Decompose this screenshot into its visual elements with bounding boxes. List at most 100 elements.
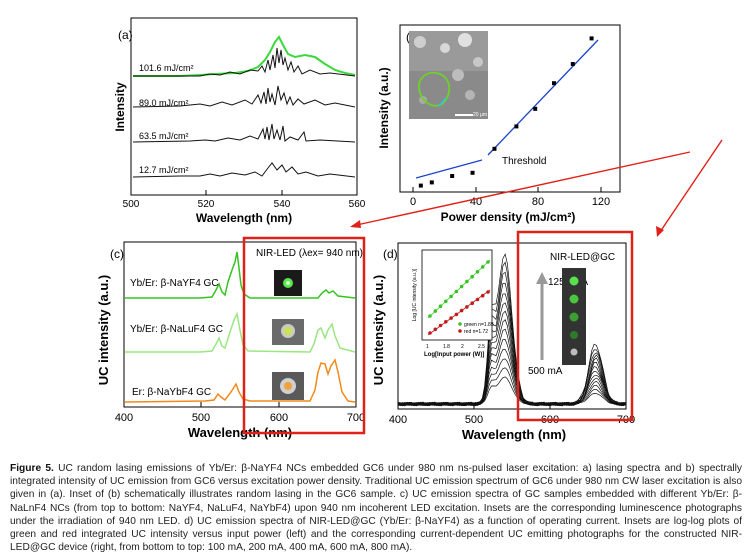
panel-a-trace-label: 12.7 mJ/cm² (139, 165, 189, 175)
panel-d-xtick: 500 (465, 414, 483, 426)
panel-c-sample-label: Yb/Er: β-NaYF4 GC (130, 278, 219, 289)
loglog-data-point (454, 289, 459, 294)
panel-d-spectrum-curve (397, 253, 627, 407)
arrow-to-panel-c (351, 151, 691, 227)
panel-a-trace-label: 101.6 mJ/cm² (139, 63, 194, 73)
loglog-xtick: 2.5 (478, 344, 485, 350)
arrow-head (350, 220, 361, 228)
panel-b-data-point (552, 81, 556, 86)
arrow-to-panel-d (659, 139, 723, 233)
loglog-xlabel: Log[Input power (W)] (424, 352, 484, 358)
loglog-data-point (465, 279, 469, 284)
loglog-data-point (433, 309, 438, 313)
panel-b: (b) 0 40 80 120 Power density (mJ/cm²) I… (377, 24, 621, 224)
loglog-data-point (428, 314, 432, 318)
loglog-data-point (480, 293, 485, 298)
panel-b-data-point (492, 146, 497, 151)
loglog-xtick: 1 (426, 344, 429, 350)
panel-c-xlabel: Wavelength (nm) (188, 425, 292, 440)
current-arrow-head (536, 272, 548, 284)
loglog-ylabel: Log [UC intensity (a.u.)] (412, 268, 418, 321)
panel-b-data-point (533, 106, 538, 111)
loglog-data-point (486, 260, 490, 264)
panel-d-xlabel: Wavelength (nm) (462, 427, 566, 442)
loglog-data-point (438, 323, 443, 328)
panel-b-data-point (589, 36, 594, 41)
panel-c-spectrum-naybf4 (124, 358, 356, 403)
loglog-data-point (459, 308, 464, 313)
panel-b-fit-low (415, 159, 483, 179)
panel-d-spectrum-curve (397, 302, 627, 406)
panel-c-xtick: 700 (347, 412, 365, 424)
panel-d-label: (d) (383, 247, 398, 261)
panel-c-sample-label: Yb/Er: β-NaLuF4 GC (130, 324, 223, 335)
loglog-data-point (475, 270, 480, 274)
panel-c-photo-orange (272, 372, 304, 400)
panel-a-trace-green (133, 35, 356, 77)
panel-d-highlight-box (516, 230, 634, 422)
panel-d-current-bottom: 500 mA (528, 366, 563, 377)
panel-a-xlabel: Wavelength (nm) (196, 211, 292, 225)
loglog-data-point (449, 294, 453, 299)
loglog-xtick: 1.8 (443, 344, 450, 350)
panel-a-trace-89 (132, 85, 356, 108)
panel-c-sample-label: Er: β-NaYbF4 GC (132, 387, 211, 398)
panel-b-data-point (418, 183, 423, 188)
panel-b-data-point (514, 124, 519, 129)
panel-b-data-point (570, 62, 575, 66)
panel-b-fit-high (487, 39, 599, 156)
loglog-data-point (459, 284, 464, 289)
panel-a-frame (130, 17, 358, 196)
loglog-data-point (454, 312, 459, 317)
panel-a-trace-63 (132, 123, 356, 143)
panel-b-inset-scale: 20 µm (473, 112, 487, 118)
panel-c-ylabel: UC intensity (a.u.) (96, 275, 111, 386)
loglog-data-point (486, 290, 490, 294)
panel-b-data-point (450, 174, 455, 178)
panel-a-trace-label: 89.0 mJ/cm² (139, 98, 189, 108)
panel-a-trace-101 (133, 47, 356, 77)
panel-b-threshold: Threshold (502, 156, 546, 167)
panel-d-ylabel: UC intensity (a.u.) (371, 275, 386, 386)
loglog-data-point (475, 297, 480, 302)
loglog-legend-red: red n=1.72 (464, 329, 488, 335)
panel-d-loglog-inset: Log [UC intensity (a.u.)] 1 1.8 2 2.5 Lo… (412, 249, 494, 358)
panel-c: (c) 400 500 600 700 Wavelength (nm) UC i… (96, 241, 365, 440)
loglog-data-point (433, 327, 438, 332)
loglog-data-point (470, 301, 475, 306)
loglog-data-point (470, 274, 475, 279)
loglog-data-point (444, 299, 448, 304)
panel-d-spectra (397, 253, 627, 407)
panel-b-data-point (429, 180, 434, 185)
loglog-legend-green: green n=1.85 (464, 322, 494, 328)
panel-a-trace-12 (132, 162, 356, 178)
panel-b-ylabel: Intensity (a.u.) (377, 67, 391, 148)
panel-c-xtick: 400 (115, 412, 133, 424)
loglog-data-point (465, 305, 469, 309)
panel-d-spectrum-curve (397, 376, 627, 405)
panel-d-xtick: 400 (389, 414, 407, 426)
loglog-data-point (438, 304, 443, 309)
panel-b-data-point (470, 170, 475, 175)
loglog-data-point (449, 316, 453, 320)
loglog-data-point (428, 331, 432, 335)
panel-c-xtick: 600 (270, 412, 288, 424)
panel-d: (d) 400 500 600 700 Wavelength (nm) UC i… (371, 242, 635, 442)
panel-b-points (418, 36, 594, 188)
panel-a-ylabel: Intensity (113, 82, 127, 132)
caption-label: Figure 5. (10, 463, 54, 474)
caption-text: UC random lasing emissions of Yb/Er: β-N… (10, 463, 742, 554)
figure-5: (a) 500 520 540 560 Wavelength (nm) Inte… (96, 17, 723, 442)
panel-a-xtick: 540 (274, 199, 291, 210)
panel-c-photo-green (274, 270, 302, 296)
arrow-head (656, 226, 664, 237)
panel-a-trace-label: 63.5 mJ/cm² (139, 131, 189, 141)
panel-a-xtick: 560 (349, 199, 366, 210)
panel-b-xtick: 0 (410, 196, 416, 208)
panel-d-frame (397, 242, 627, 410)
panel-d-led-photos (562, 268, 586, 365)
panel-a-xtick: 520 (198, 199, 215, 210)
panel-c-spectrum-nayf4 (125, 251, 356, 299)
panel-b-xtick: 120 (592, 196, 610, 208)
figure-caption: Figure 5. UC random lasing emissions of … (10, 462, 742, 554)
